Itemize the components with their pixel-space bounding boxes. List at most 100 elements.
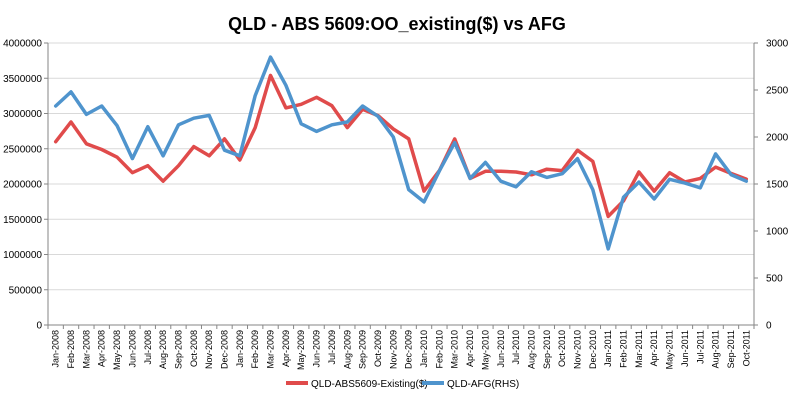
data-point-existing [499, 170, 502, 173]
data-point-afg [423, 200, 426, 203]
legend-label-afg: QLD-AFG(RHS) [447, 379, 519, 390]
data-point-afg [223, 149, 226, 152]
x-tick-label: Mar-2009 [266, 330, 276, 369]
x-tick-label: Dec-2008 [220, 330, 230, 369]
x-tick-label: Jul-2008 [143, 330, 153, 365]
data-point-existing [453, 137, 456, 140]
data-point-afg [668, 178, 671, 181]
x-tick-label: Oct-2011 [741, 330, 751, 366]
data-point-existing [300, 103, 303, 106]
data-point-afg [315, 130, 318, 133]
right-y-tick-label: 0 [766, 321, 772, 332]
data-point-afg [392, 136, 395, 139]
data-point-existing [116, 156, 119, 159]
series-lines [53, 55, 749, 251]
x-tick-label: May-2011 [665, 330, 675, 369]
x-tick-label: Sep-2009 [358, 330, 368, 369]
data-point-afg [300, 122, 303, 125]
data-point-existing [714, 166, 717, 169]
data-point-afg [699, 186, 702, 189]
left-y-tick-label: 4000000 [3, 39, 42, 50]
data-point-existing [238, 159, 241, 162]
x-tick-label: May-2009 [296, 330, 306, 370]
data-point-afg [146, 125, 149, 128]
data-point-existing [208, 154, 211, 157]
x-tick-label: Oct-2008 [189, 330, 199, 367]
left-y-tick-label: 0 [36, 321, 42, 332]
data-point-afg [484, 161, 487, 164]
x-tick-label: Jun-2008 [127, 330, 137, 368]
legend-label-existing: QLD-ABS5609-Existing($) [311, 379, 428, 390]
data-point-afg [499, 180, 502, 183]
data-point-afg [729, 173, 732, 176]
x-tick-label: Apr-2010 [465, 330, 475, 367]
axes [44, 42, 758, 329]
data-point-existing [346, 126, 349, 129]
data-point-existing [162, 180, 165, 183]
x-tick-label: May-2008 [112, 330, 122, 370]
left-y-tick-label: 1000000 [3, 250, 42, 261]
data-point-afg [376, 115, 379, 118]
data-point-afg [361, 104, 364, 107]
data-point-afg [131, 157, 134, 160]
data-point-afg [238, 154, 241, 157]
x-tick-label: Feb-2010 [434, 330, 444, 369]
data-point-afg [407, 188, 410, 191]
data-point-existing [131, 171, 134, 174]
left-y-axis-ticks: 0 500000 1000000 1500000 2000000 2500000 30000… [3, 39, 42, 332]
x-tick-label: Nov-2009 [388, 330, 398, 369]
right-y-tick-label: 500 [766, 274, 783, 285]
data-point-existing [668, 171, 671, 174]
data-point-existing [407, 137, 410, 140]
data-point-existing [330, 104, 333, 107]
series-line-afg [53, 55, 749, 251]
data-point-existing [423, 190, 426, 193]
x-tick-label: Dec-2010 [588, 330, 598, 369]
left-y-tick-label: 500000 [9, 285, 43, 296]
data-point-existing [653, 190, 656, 193]
data-point-afg [561, 172, 564, 175]
x-tick-label: Sep-2010 [542, 330, 552, 369]
x-tick-label: Aug-2010 [526, 330, 536, 369]
x-tick-label: Jun-2009 [312, 330, 322, 368]
x-tick-label: Dec-2009 [404, 330, 414, 369]
data-point-afg [576, 157, 579, 160]
data-point-afg [637, 181, 640, 184]
data-point-afg [653, 198, 656, 201]
data-point-existing [699, 177, 702, 180]
data-point-existing [100, 148, 103, 151]
data-point-afg [714, 152, 717, 155]
data-point-afg [683, 182, 686, 185]
x-tick-label: Apr-2009 [281, 330, 291, 367]
right-y-tick-label: 3000 [766, 39, 789, 50]
data-point-existing [392, 128, 395, 131]
x-tick-label: Sep-2008 [173, 330, 183, 369]
x-tick-label: Jul-2011 [695, 330, 705, 364]
data-point-existing [576, 149, 579, 152]
legend: QLD-ABS5609-Existing($) QLD-AFG(RHS) [286, 379, 519, 390]
data-point-afg [85, 113, 88, 116]
x-tick-label: Jan-2011 [603, 330, 613, 367]
data-point-afg [254, 94, 257, 97]
data-point-existing [637, 171, 640, 174]
data-point-afg [54, 104, 57, 107]
x-tick-label: Jun-2011 [680, 330, 690, 367]
data-point-existing [545, 168, 548, 171]
data-point-existing [70, 120, 73, 123]
data-point-existing [515, 171, 518, 174]
x-tick-label: Jan-2009 [235, 330, 245, 368]
x-tick-label: Jan-2010 [419, 330, 429, 368]
x-tick-label: Jun-2010 [496, 330, 506, 368]
data-point-afg [607, 247, 610, 250]
data-point-afg [162, 154, 165, 157]
data-point-existing [223, 137, 226, 140]
x-tick-label: Feb-2008 [66, 330, 76, 369]
data-point-afg [177, 123, 180, 126]
data-point-existing [484, 170, 487, 173]
x-tick-label: Nov-2010 [573, 330, 583, 369]
data-point-afg [545, 176, 548, 179]
data-point-afg [591, 188, 594, 191]
data-point-afg [346, 120, 349, 123]
left-y-tick-label: 1500000 [3, 215, 42, 226]
